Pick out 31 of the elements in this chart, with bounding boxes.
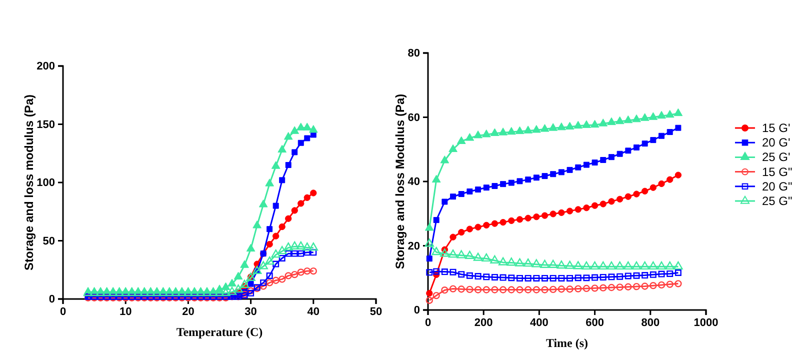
y-tick-label: 0	[48, 294, 55, 306]
y-tick-label: 200	[36, 60, 55, 73]
legend-label: 25 G'	[762, 150, 790, 164]
y-axis-title: Storage and loss Modulus (Pa)	[393, 94, 407, 270]
y-tick-label: 20	[408, 240, 420, 252]
x-tick-label: 20	[182, 306, 194, 318]
y-tick-label: 50	[42, 235, 55, 248]
y-tick-label: 60	[408, 112, 420, 124]
y-axis-title: Storage and loss modulus (Pa)	[22, 94, 36, 271]
legend-label: 20 G"	[762, 179, 792, 194]
x-tick-label: 400	[530, 316, 548, 329]
legend-label: 15 G"	[762, 164, 792, 179]
y-tick-label: 100	[36, 177, 55, 190]
legend-label: 25 G"	[762, 194, 792, 208]
x-tick-label: 600	[586, 316, 604, 329]
x-tick-label: 50	[370, 306, 382, 318]
x-tick-label: 0	[424, 316, 432, 329]
x-axis-title: Temperature (C)	[176, 325, 263, 339]
legend-label: 20 G'	[762, 136, 790, 150]
x-tick-label: 40	[307, 306, 320, 318]
y-tick-label: 40	[408, 176, 420, 188]
x-tick-label: 0	[60, 306, 66, 318]
x-tick-label: 30	[244, 306, 257, 318]
legend-label: 15 G'	[762, 121, 790, 135]
y-tick-label: 80	[408, 48, 420, 60]
x-axis-title: Time (s)	[546, 336, 588, 350]
y-tick-label: 150	[36, 118, 55, 131]
x-tick-label: 200	[474, 316, 493, 329]
x-tick-label: 1000	[694, 316, 718, 329]
x-tick-label: 800	[641, 316, 660, 329]
x-tick-label: 10	[119, 306, 132, 318]
